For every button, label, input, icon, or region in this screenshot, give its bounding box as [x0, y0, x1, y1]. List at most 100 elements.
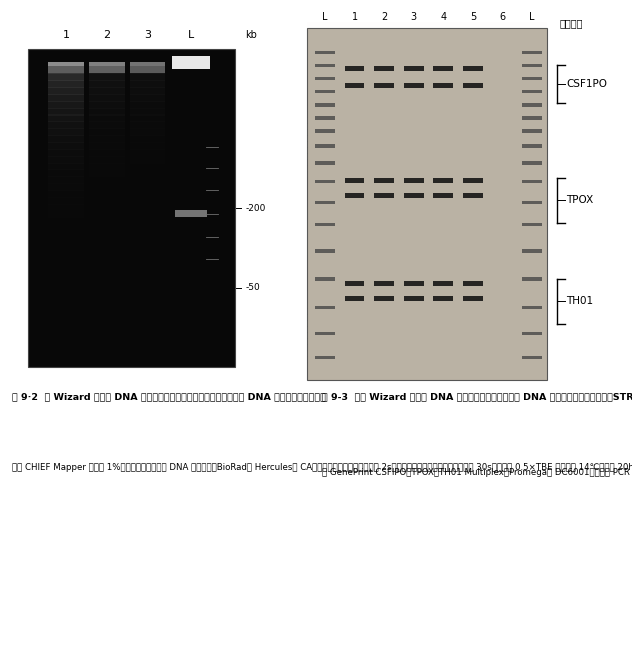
Bar	[307, 124, 547, 129]
Bar	[130, 183, 166, 191]
Text: L: L	[322, 12, 328, 22]
Bar	[307, 344, 547, 350]
Text: 1: 1	[63, 30, 70, 40]
Text: CSF1PO: CSF1PO	[566, 79, 607, 89]
Bar	[307, 219, 547, 225]
Bar	[130, 67, 166, 74]
Bar	[89, 74, 125, 81]
Bar	[315, 332, 335, 335]
Bar	[307, 202, 547, 207]
Bar	[307, 255, 547, 261]
Text: -200: -200	[245, 203, 266, 213]
Bar	[344, 83, 365, 88]
Bar	[522, 180, 542, 183]
Text: L: L	[188, 30, 194, 40]
Bar	[522, 51, 542, 54]
Bar	[130, 163, 166, 171]
Bar	[130, 218, 166, 225]
Bar	[49, 176, 84, 184]
Bar	[89, 142, 125, 150]
Text: 用 GenePrint CSFIPO、TPOX、TH01 Multiplex（Promega， DC6001）来进行 PCR 扩增。产物在 4%变性聚丙烯酰胺凝: 用 GenePrint CSFIPO、TPOX、TH01 Multiplex（P…	[322, 468, 632, 477]
Bar	[404, 66, 423, 71]
Bar	[434, 193, 453, 198]
Bar	[307, 70, 547, 76]
Bar	[130, 176, 166, 184]
Bar	[130, 252, 166, 260]
Bar	[89, 67, 125, 74]
Bar	[315, 103, 335, 107]
Bar	[307, 130, 547, 136]
Bar	[130, 108, 166, 116]
Bar	[307, 52, 547, 57]
Bar	[130, 135, 166, 143]
Bar	[307, 195, 547, 201]
Bar	[404, 193, 423, 198]
Bar	[307, 375, 547, 380]
Bar	[89, 203, 125, 212]
Bar	[49, 197, 84, 205]
Bar	[463, 281, 483, 286]
Bar	[307, 28, 547, 34]
Bar	[130, 101, 166, 109]
Text: 5: 5	[470, 12, 476, 22]
Bar	[307, 34, 547, 40]
Text: TPOX: TPOX	[566, 195, 594, 205]
Bar	[130, 87, 166, 95]
Bar	[315, 64, 335, 67]
Bar	[404, 83, 423, 88]
Bar	[49, 266, 84, 273]
Bar	[307, 58, 547, 64]
Bar	[130, 169, 166, 178]
Bar	[307, 154, 547, 159]
Bar	[404, 296, 423, 302]
Bar	[89, 176, 125, 184]
Bar	[130, 190, 166, 198]
Bar	[49, 203, 84, 212]
Bar	[49, 183, 84, 191]
Bar	[307, 315, 547, 320]
Bar	[307, 357, 547, 362]
Bar	[49, 231, 84, 239]
Bar	[130, 156, 166, 163]
Bar	[522, 129, 542, 133]
Bar	[307, 112, 547, 118]
Bar	[307, 249, 547, 255]
Bar	[315, 145, 335, 148]
Bar	[307, 273, 547, 278]
Bar	[434, 83, 453, 88]
Bar	[89, 190, 125, 198]
Text: 等位基因: 等位基因	[560, 19, 583, 28]
Bar	[89, 211, 125, 218]
Bar	[130, 197, 166, 205]
Bar	[89, 245, 125, 253]
Bar	[307, 285, 547, 291]
Bar	[315, 249, 335, 253]
Bar	[49, 87, 84, 95]
Bar	[307, 362, 547, 368]
Bar	[89, 128, 125, 136]
Bar	[130, 62, 166, 72]
Bar	[307, 297, 547, 302]
Bar	[89, 183, 125, 191]
Text: L: L	[529, 12, 535, 22]
Bar	[463, 66, 483, 71]
Bar	[89, 156, 125, 163]
Bar	[463, 83, 483, 88]
Bar	[307, 118, 547, 123]
Bar	[307, 267, 547, 273]
Bar	[130, 266, 166, 273]
Bar	[307, 189, 547, 195]
Bar	[130, 231, 166, 239]
Bar	[307, 88, 547, 94]
Bar	[434, 178, 453, 183]
Bar	[463, 178, 483, 183]
Text: 3: 3	[144, 30, 151, 40]
Bar	[307, 148, 547, 153]
Bar	[522, 356, 542, 359]
Bar	[49, 149, 84, 157]
Text: 1: 1	[351, 12, 358, 22]
Bar	[49, 190, 84, 198]
Bar	[89, 101, 125, 109]
Bar	[307, 172, 547, 177]
Bar	[344, 178, 365, 183]
